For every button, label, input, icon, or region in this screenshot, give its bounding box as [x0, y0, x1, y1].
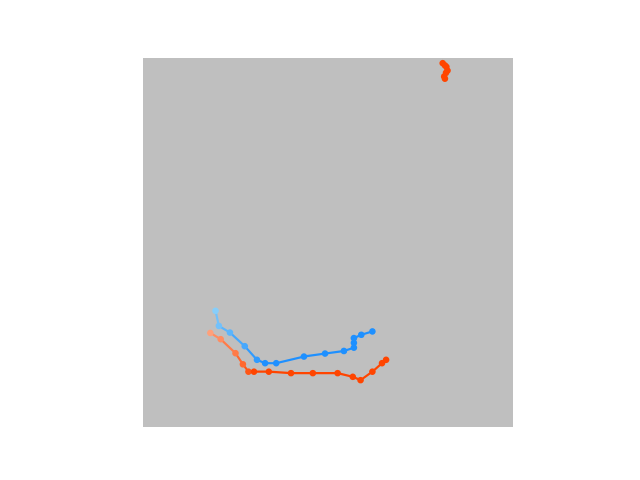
series-2-point: [217, 336, 224, 343]
series-2-point: [334, 370, 341, 377]
series-2-point: [207, 330, 214, 337]
series-2-point: [288, 370, 295, 377]
series-1-point: [212, 307, 219, 314]
series-1-point: [322, 350, 329, 357]
series-2-point: [349, 374, 356, 381]
series-1-point: [227, 329, 234, 336]
series-2-point: [240, 361, 247, 368]
series-1-point: [241, 343, 248, 350]
series-2-point: [369, 368, 376, 375]
series-2-point: [357, 377, 364, 384]
series-2-point: [232, 350, 239, 357]
series-2-point: [310, 370, 317, 377]
series-1-point: [301, 353, 308, 360]
series-1-point: [341, 348, 348, 355]
series-2-point: [251, 368, 258, 375]
series-1-point: [216, 323, 223, 330]
series-1-point: [273, 360, 280, 367]
series-1-point: [351, 335, 358, 342]
board-area: [143, 58, 513, 427]
series-3-point: [442, 75, 449, 82]
series-2-point: [383, 357, 390, 364]
series-1-point: [262, 360, 269, 367]
series-1-point: [358, 331, 365, 338]
series-2-point: [266, 368, 273, 375]
series-2-segment: [269, 372, 291, 373]
series-1-point: [369, 328, 376, 335]
series-1-point: [254, 357, 261, 364]
